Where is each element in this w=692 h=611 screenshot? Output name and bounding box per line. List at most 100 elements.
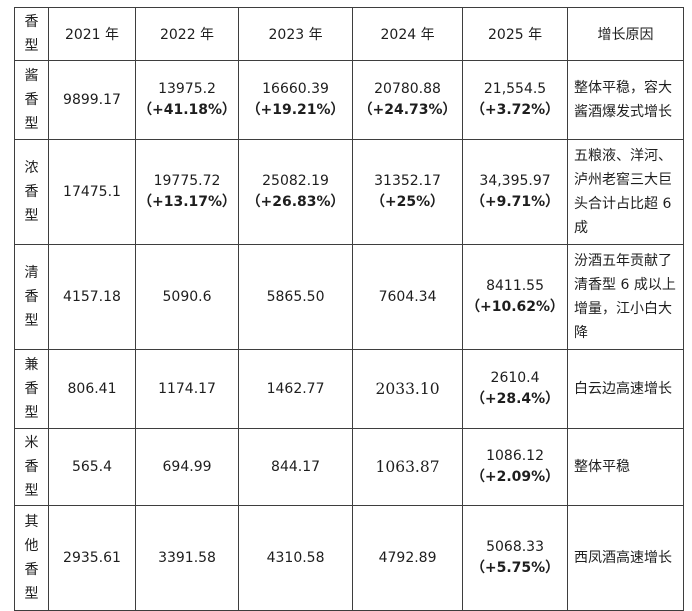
year-value: 4310.58	[266, 549, 325, 566]
header-growth-reason: 增长原因	[567, 7, 685, 61]
year-value: 34,395.97	[479, 173, 551, 189]
year-value: 3391.58	[158, 549, 216, 566]
growth-pct: （+28.4%）	[470, 391, 560, 407]
header-2021: 2021 年	[48, 7, 136, 61]
table-row-rice-aroma: 米香型 565.4 694.99 844.17 1063.87 1086.12 （…	[14, 428, 685, 506]
value-cell: 2033.10	[352, 349, 464, 429]
liquor-aroma-growth-table: 香型 2021 年 2022 年 2023 年 2024 年 2025 年 增长…	[14, 7, 685, 611]
growth-pct: （+9.71%）	[470, 194, 560, 210]
table-header-row: 香型 2021 年 2022 年 2023 年 2024 年 2025 年 增长…	[14, 7, 685, 61]
value-cell: 1462.77	[238, 349, 354, 429]
growth-pct: （+13.17%）	[138, 194, 237, 210]
year-value: 844.17	[271, 458, 321, 475]
growth-reason-cell: 整体平稳	[567, 428, 685, 506]
growth-pct: （+25%）	[370, 194, 445, 210]
document-page: 香型 2021 年 2022 年 2023 年 2024 年 2025 年 增长…	[14, 7, 685, 611]
growth-reason-cell: 白云边高速增长	[567, 349, 685, 429]
growth-pct: （+41.18%）	[138, 102, 237, 118]
value-cell: 694.99	[134, 428, 240, 506]
header-2025: 2025 年	[462, 7, 569, 61]
value-cell: 25082.19 （+26.83%）	[238, 139, 354, 245]
aroma-type-label: 清香型	[14, 244, 49, 350]
table-row-sauce-aroma: 酱香型 9899.17 13975.2 （+41.18%） 16660.39 （+1…	[14, 60, 685, 140]
table-row-light-aroma: 清香型 4157.18 5090.6 5865.50 7604.34 8411.…	[14, 244, 685, 350]
value-cell: 34,395.97 （+9.71%）	[462, 139, 569, 245]
growth-pct: （+26.83%）	[246, 194, 345, 210]
year-value: 17475.1	[63, 183, 121, 200]
year-value: 2610.4	[490, 370, 540, 386]
growth-pct: （+19.21%）	[246, 102, 345, 118]
value-cell: 565.4	[48, 428, 136, 506]
year-value: 9899.17	[63, 91, 121, 108]
value-cell: 21,554.5 （+3.72%）	[462, 60, 569, 140]
growth-pct: （+5.75%）	[470, 560, 560, 576]
growth-pct: （+24.73%）	[358, 102, 457, 118]
year-value: 8411.55	[486, 278, 544, 294]
growth-pct: （+3.72%）	[470, 102, 560, 118]
year-value: 16660.39	[262, 81, 329, 97]
year-value: 806.41	[67, 380, 117, 397]
value-cell: 844.17	[238, 428, 354, 506]
value-cell: 1063.87	[352, 428, 464, 506]
value-cell: 13975.2 （+41.18%）	[134, 60, 240, 140]
year-value: 5068.33	[486, 539, 544, 555]
header-2022: 2022 年	[134, 7, 240, 61]
aroma-type-label: 浓香型	[14, 139, 49, 245]
value-cell: 31352.17 （+25%）	[352, 139, 464, 245]
year-value: 19775.72	[153, 173, 221, 189]
year-value: 1086.12	[486, 448, 544, 464]
year-value: 4792.89	[378, 549, 437, 566]
value-cell: 2610.4 （+28.4%）	[462, 349, 569, 429]
header-2023: 2023 年	[238, 7, 354, 61]
year-value: 25082.19	[262, 173, 329, 189]
header-2024: 2024 年	[352, 7, 464, 61]
year-value: 694.99	[162, 458, 212, 475]
value-cell: 19775.72 （+13.17%）	[134, 139, 240, 245]
aroma-type-label: 酱香型	[14, 60, 49, 140]
value-cell: 2935.61	[48, 505, 136, 611]
value-cell: 806.41	[48, 349, 136, 429]
table-row-mixed-aroma: 兼香型 806.41 1174.17 1462.77 2033.10 2610.…	[14, 349, 685, 429]
value-cell: 5090.6	[134, 244, 240, 350]
value-cell: 20780.88 （+24.73%）	[352, 60, 464, 140]
value-cell: 5068.33 （+5.75%）	[462, 505, 569, 611]
year-value: 1063.87	[375, 457, 440, 476]
aroma-type-label: 其他香型	[14, 505, 49, 611]
header-aroma-type: 香型	[14, 7, 49, 61]
year-value: 31352.17	[374, 173, 441, 189]
year-value: 2935.61	[63, 549, 121, 566]
value-cell: 1174.17	[134, 349, 240, 429]
growth-reason-cell: 西凤酒高速增长	[567, 505, 685, 611]
growth-pct: （+10.62%）	[466, 299, 565, 315]
year-value: 21,554.5	[483, 81, 547, 97]
aroma-type-label: 米香型	[14, 428, 49, 506]
table-row-strong-aroma: 浓香型 17475.1 19775.72 （+13.17%） 25082.19 （+…	[14, 139, 685, 245]
year-value: 4157.18	[63, 288, 121, 305]
year-value: 7604.34	[378, 288, 437, 305]
year-value: 5865.50	[266, 288, 325, 305]
table-row-other-aroma: 其他香型 2935.61 3391.58 4310.58 4792.89 506…	[14, 505, 685, 611]
value-cell: 17475.1	[48, 139, 136, 245]
value-cell: 8411.55 （+10.62%）	[462, 244, 569, 350]
aroma-type-label: 兼香型	[14, 349, 49, 429]
year-value: 2033.10	[375, 379, 440, 398]
growth-pct: （+2.09%）	[470, 469, 560, 485]
value-cell: 4157.18	[48, 244, 136, 350]
year-value: 1462.77	[266, 380, 325, 397]
year-value: 565.4	[71, 458, 113, 475]
growth-reason-cell: 汾酒五年贡献了清香型 6 成以上增量，江小白大降	[567, 244, 685, 350]
growth-reason-cell: 整体平稳，容大酱酒爆发式增长	[567, 60, 685, 140]
growth-reason-cell: 五粮液、洋河、泸州老窖三大巨头合计占比超 6 成	[567, 139, 685, 245]
year-value: 1174.17	[158, 380, 216, 397]
value-cell: 1086.12 （+2.09%）	[462, 428, 569, 506]
year-value: 20780.88	[374, 81, 441, 97]
year-value: 13975.2	[158, 81, 216, 97]
value-cell: 4310.58	[238, 505, 354, 611]
value-cell: 9899.17	[48, 60, 136, 140]
value-cell: 3391.58	[134, 505, 240, 611]
value-cell: 7604.34	[352, 244, 464, 350]
year-value: 5090.6	[162, 288, 212, 305]
value-cell: 4792.89	[352, 505, 464, 611]
value-cell: 5865.50	[238, 244, 354, 350]
value-cell: 16660.39 （+19.21%）	[238, 60, 354, 140]
